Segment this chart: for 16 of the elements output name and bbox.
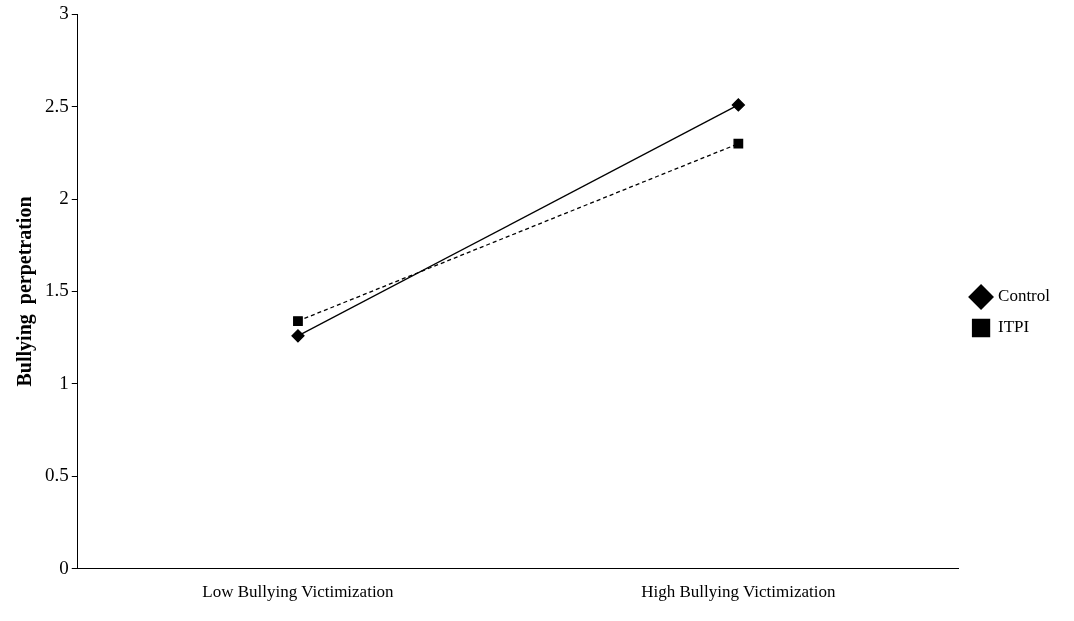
y-tick-label: 3 (59, 2, 69, 24)
y-axis-title: Bullying perpetration (13, 196, 37, 387)
x-tick-label: High Bullying Victimization (641, 582, 836, 602)
y-tick-label: 0 (59, 556, 69, 578)
y-tick-label: 1.5 (45, 279, 69, 301)
y-tick-label: 1 (59, 371, 69, 393)
legend-label: ITPI (998, 317, 1030, 337)
y-tick-label: 2.5 (45, 94, 69, 116)
y-tick-label: 0.5 (45, 464, 69, 486)
point (291, 329, 305, 343)
point (731, 98, 745, 112)
x-tick-label: Low Bullying Victimization (202, 582, 395, 602)
y-tick-label: 2 (59, 187, 69, 209)
point (293, 316, 303, 326)
point (733, 138, 744, 149)
legend-label: Control (998, 286, 1051, 306)
